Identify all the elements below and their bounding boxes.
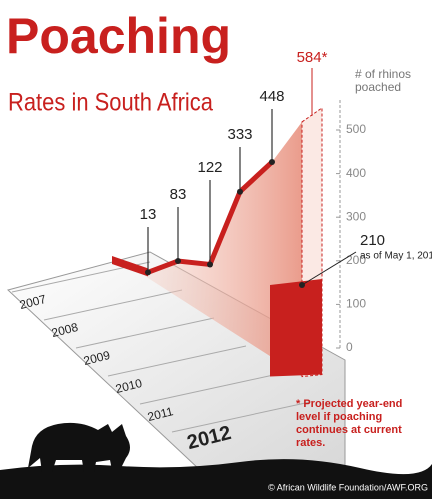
x-tick-label: 2008 <box>50 320 80 340</box>
point <box>299 282 305 288</box>
y-tick-label: 0 <box>346 340 353 354</box>
x-tick-label: 2011 <box>146 404 175 424</box>
x-tick-label: 2009 <box>82 348 112 368</box>
footnote-box: * Projected year-end level if poaching c… <box>296 398 403 448</box>
point <box>207 261 213 268</box>
annotation: as of May 1, 2012 <box>360 251 432 262</box>
y-tick-label: 100 <box>346 297 366 311</box>
credit: © African Wildlife Foundation/AWF.ORG <box>268 482 428 492</box>
line-tail <box>112 256 148 277</box>
y-tick-label: 400 <box>346 166 366 180</box>
value-label: 584* <box>297 49 328 66</box>
floor-row-line <box>107 345 247 377</box>
value-stalk <box>301 251 357 286</box>
floor-row-line <box>43 289 183 321</box>
value-label: 448 <box>259 88 284 105</box>
point <box>175 258 181 265</box>
floor-row-line <box>171 401 311 433</box>
y-tick-label: 200 <box>346 253 366 267</box>
y-axis-label: # of rhinos poached <box>355 68 412 94</box>
x-tick-label: 2010 <box>114 376 144 396</box>
y-tick-label: 300 <box>346 209 366 223</box>
value-label: 83 <box>170 186 187 203</box>
x-tick-label: 2007 <box>18 292 48 312</box>
point <box>237 188 243 195</box>
y-tick-label: 500 <box>346 122 366 136</box>
chart-title: Poaching <box>6 8 231 64</box>
chart-subtitle: Rates in South Africa <box>8 89 213 117</box>
y-axis-label-box: # of rhinos poached <box>355 68 412 94</box>
floor-row-line <box>139 373 279 405</box>
value-label: 13 <box>140 206 157 223</box>
point <box>269 159 275 166</box>
point <box>145 269 151 276</box>
value-label: 210 <box>360 232 385 249</box>
footnote: * Projected year-end level if poaching c… <box>296 398 403 448</box>
rhino-silhouette <box>28 422 130 472</box>
value-label: 122 <box>197 159 222 176</box>
value-label: 333 <box>227 126 252 143</box>
bar <box>270 279 322 377</box>
floor-row-line <box>75 317 215 349</box>
area <box>120 121 302 377</box>
ground <box>0 459 432 499</box>
